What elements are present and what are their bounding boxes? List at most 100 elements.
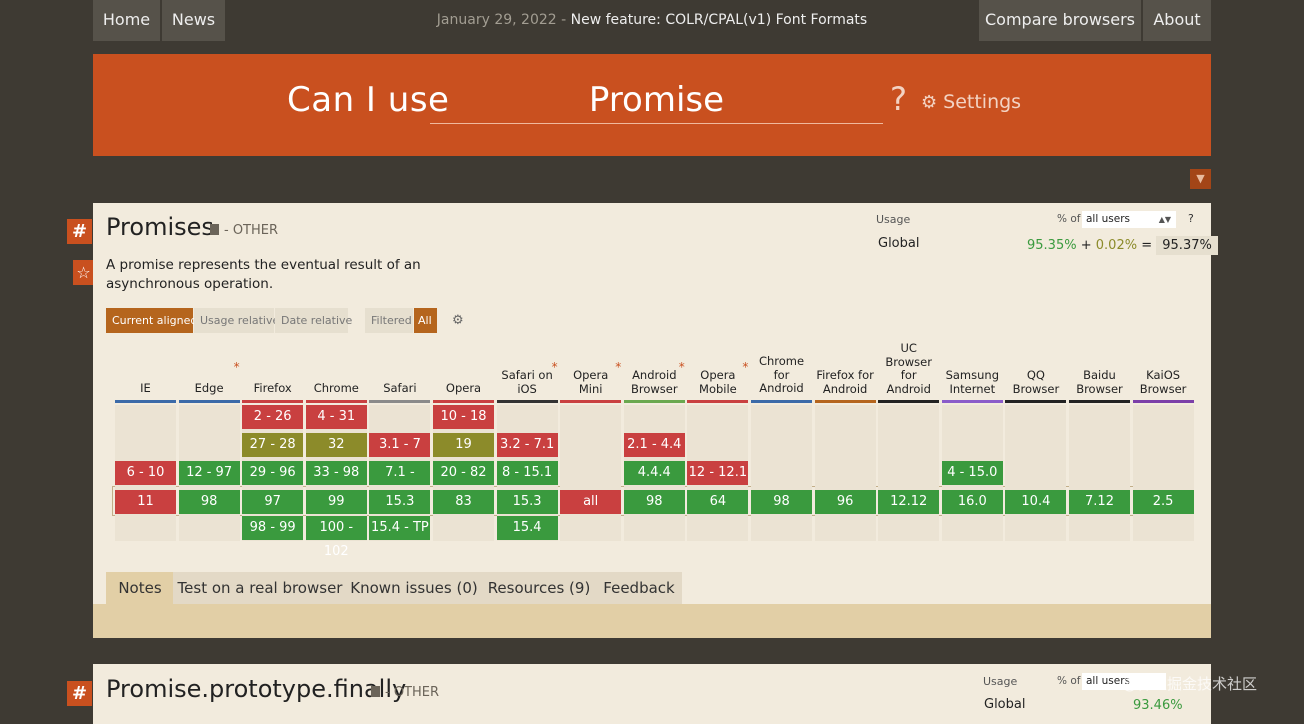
usage-numbers: 95.35% + 0.02% = 95.37% (1027, 236, 1218, 255)
browser-name[interactable]: Android Browser (630, 368, 678, 396)
browser-column-background (560, 405, 622, 541)
next-feature-anchor-hash[interactable]: # (67, 681, 92, 706)
version-cell[interactable]: 8 - 15.1 (496, 460, 558, 485)
settings-button[interactable]: ⚙ Settings (921, 91, 1021, 113)
version-cell[interactable]: 2.5 (1132, 490, 1194, 515)
search-help-icon[interactable]: ? (890, 80, 907, 118)
tab-test-real-browser[interactable]: Test on a real browser (173, 572, 347, 604)
browser-name[interactable]: Firefox for Android (816, 368, 874, 396)
version-cell[interactable]: 19 (433, 432, 494, 457)
version-cell[interactable]: 15.3 (369, 490, 431, 515)
search-input[interactable] (430, 78, 883, 122)
nav-home[interactable]: Home (93, 0, 160, 41)
feature-anchor-hash[interactable]: # (67, 219, 92, 244)
star-icon[interactable]: ☆ (73, 260, 94, 285)
browser-name[interactable]: Safari (383, 381, 417, 395)
browser-name[interactable]: Opera (445, 381, 482, 395)
browser-color-bar (560, 400, 622, 403)
version-cell[interactable]: 20 - 82 (433, 460, 494, 485)
browser-name[interactable]: Firefox (253, 381, 292, 395)
news-title[interactable]: New feature: COLR/CPAL(v1) Font Formats (570, 12, 868, 28)
version-cell[interactable]: 83 (433, 490, 494, 515)
version-cell[interactable]: 27 - 28 (242, 432, 304, 457)
browser-name[interactable]: Opera Mobile (699, 368, 737, 396)
version-cell[interactable]: 3.2 - 7.1 (496, 432, 558, 457)
usage-pct-of: % of (1057, 213, 1081, 225)
asterisk-icon: * (233, 360, 240, 374)
tab-resources[interactable]: Resources (9) (481, 572, 597, 604)
document-icon (210, 224, 219, 235)
version-cell[interactable]: 12.12 (878, 490, 940, 515)
browser-name[interactable]: Chrome (313, 381, 359, 395)
browser-name[interactable]: Samsung Internet (945, 368, 999, 396)
version-cell[interactable]: 2 - 26 (242, 405, 304, 429)
browser-name[interactable]: IE (140, 381, 151, 395)
next-usage-pct-of: % of (1057, 675, 1081, 687)
nav-compare-browsers[interactable]: Compare browsers (979, 0, 1141, 41)
tab-known-issues[interactable]: Known issues (0) (346, 572, 482, 604)
settings-label: Settings (943, 91, 1022, 113)
browser-name[interactable]: Safari on iOS (501, 368, 553, 396)
browser-name[interactable]: QQ Browser (1012, 368, 1060, 396)
version-cell[interactable]: 10 - 18 (433, 405, 494, 429)
users-select[interactable]: all users ▲▼ (1082, 211, 1176, 228)
next-users-select[interactable]: all users (1082, 673, 1166, 690)
feature-title: Promises (106, 213, 214, 241)
browser-name[interactable]: UC Browser for Android (885, 341, 932, 396)
version-cell[interactable]: 29 - 96 (242, 460, 304, 485)
version-cell[interactable]: all (560, 490, 622, 515)
version-cell[interactable]: 3.1 - 7 (369, 432, 431, 457)
version-cell[interactable]: 15.4 - TP (369, 516, 431, 541)
version-cell[interactable]: 4.4.4 (623, 460, 685, 485)
version-cell[interactable]: 10.4 (1005, 490, 1067, 515)
version-cell[interactable]: 4 - 15.0 (941, 460, 1003, 485)
browser-color-bar (814, 400, 876, 403)
view-filtered[interactable]: Filtered (365, 308, 413, 333)
version-cell[interactable]: 96 (814, 490, 876, 515)
gear-icon[interactable]: ⚙ (452, 313, 464, 328)
version-cell[interactable]: 32 (305, 432, 367, 457)
browser-name[interactable]: Opera Mini (573, 368, 609, 396)
version-cell[interactable]: 98 (751, 490, 812, 515)
version-cell[interactable]: 99 (305, 490, 367, 515)
version-cell[interactable]: 4 - 31 (305, 405, 367, 429)
nav-about[interactable]: About (1143, 0, 1211, 41)
filter-icon[interactable]: ▼ (1190, 169, 1211, 189)
next-feature-category: - OTHER (371, 685, 439, 700)
usage-full: 95.35% (1027, 238, 1077, 253)
version-cell[interactable]: 2.1 - 4.4 (623, 432, 685, 457)
version-cell[interactable]: 98 (178, 490, 240, 515)
tab-feedback[interactable]: Feedback (596, 572, 682, 604)
usage-help-icon[interactable]: ? (1188, 212, 1194, 225)
news-separator: - (556, 12, 571, 28)
nav-news[interactable]: News (162, 0, 225, 41)
view-all[interactable]: All (414, 308, 437, 333)
version-cell[interactable]: 7.1 - 15.1 (369, 460, 431, 504)
version-cell[interactable]: 16.0 (941, 490, 1003, 515)
version-cell[interactable]: 12 - 97 (178, 460, 240, 485)
version-cell[interactable]: 15.3 (496, 490, 558, 515)
view-date-relative[interactable]: Date relative (275, 308, 352, 333)
view-current-aligned[interactable]: Current aligned (106, 308, 197, 333)
version-cell[interactable]: 15.4 (496, 516, 558, 541)
watermark: @稀土掘金技术社区 (1122, 675, 1258, 693)
version-cell[interactable]: 100 - 102 (305, 516, 367, 559)
version-cell[interactable]: 98 (623, 490, 685, 515)
version-cell[interactable]: 64 (687, 490, 749, 515)
tab-notes[interactable]: Notes (106, 572, 174, 604)
version-cell[interactable]: 98 - 99 (242, 516, 304, 541)
version-cell[interactable]: 6 - 10 (115, 460, 176, 485)
version-cell[interactable]: 97 (242, 490, 304, 515)
browser-name[interactable]: Edge (194, 381, 224, 395)
browser-color-bar (433, 400, 494, 403)
browser-name[interactable]: Chrome for Android (758, 354, 805, 395)
browser-name[interactable]: Baidu Browser (1076, 368, 1123, 396)
version-cell[interactable]: 33 - 98 (305, 460, 367, 485)
version-cell[interactable]: 7.12 (1069, 490, 1130, 515)
version-cell[interactable]: 11 (115, 490, 176, 515)
browser-name[interactable]: KaiOS Browser (1139, 368, 1187, 396)
browser-color-bar (305, 400, 367, 403)
view-usage-relative[interactable]: Usage relative (194, 308, 279, 333)
version-cell[interactable]: 12 - 12.1 (687, 460, 749, 485)
news-headline[interactable]: January 29, 2022 - New feature: COLR/CPA… (333, 0, 971, 41)
